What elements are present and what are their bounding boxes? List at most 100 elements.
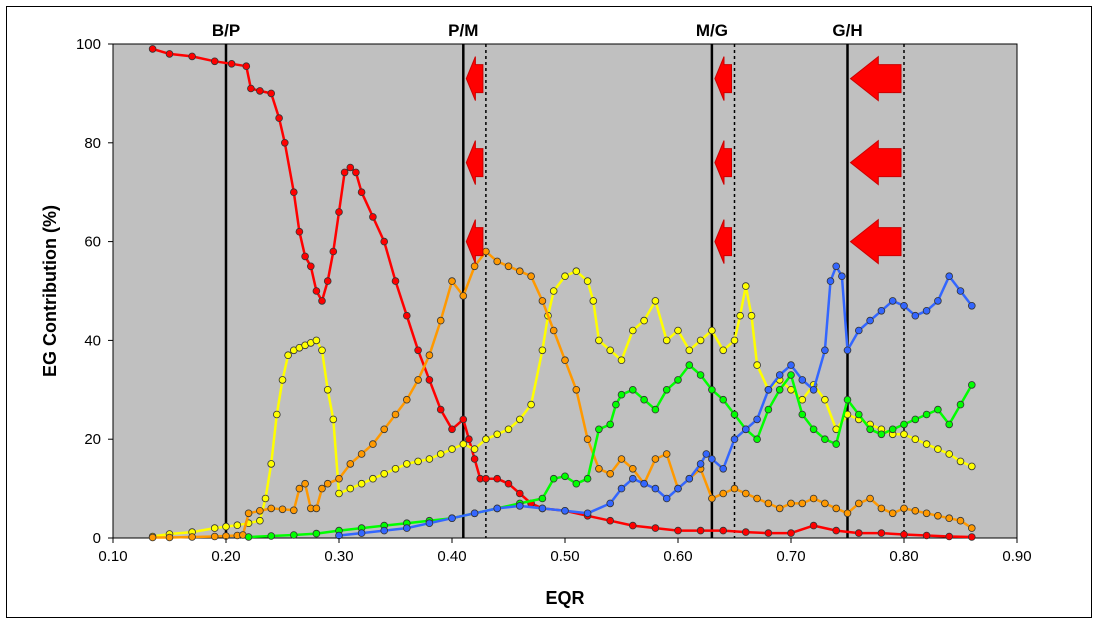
data-point: [764, 499, 773, 508]
data-point: [911, 506, 920, 515]
y-tick-label: 80: [84, 135, 101, 152]
data-point: [312, 287, 321, 295]
data-point: [527, 272, 535, 281]
x-tick-label: 0.60: [663, 548, 692, 565]
data-point: [256, 516, 264, 525]
data-point: [719, 526, 727, 535]
left-arrow-icon: [714, 140, 732, 185]
data-point: [357, 188, 366, 197]
left-arrow-icon: [465, 140, 484, 185]
left-arrow-icon: [849, 55, 902, 102]
data-point: [967, 533, 976, 541]
data-point: [922, 509, 931, 518]
data-point: [595, 464, 603, 473]
boundary-lines: B/P P/M M/G G/H: [212, 21, 905, 538]
data-point: [900, 430, 908, 439]
data-point: [685, 361, 694, 369]
data-point: [888, 297, 897, 305]
data-point: [515, 415, 524, 424]
data-point: [284, 351, 292, 360]
data-point: [549, 287, 558, 295]
data-point: [922, 531, 931, 540]
data-point: [504, 479, 513, 488]
data-point: [809, 521, 818, 530]
x-tick-label: 0.50: [550, 548, 579, 565]
data-point: [956, 400, 965, 409]
data-point: [787, 529, 795, 537]
data-point: [346, 460, 355, 468]
data-point: [651, 405, 660, 414]
data-point: [572, 385, 581, 394]
data-point: [148, 533, 157, 542]
data-point: [414, 457, 422, 466]
data-point: [280, 139, 289, 147]
data-point: [866, 494, 874, 503]
arrow-group: [465, 55, 902, 265]
data-point: [612, 400, 620, 409]
data-point: [662, 385, 671, 394]
y-tick-label: 100: [76, 36, 101, 53]
data-point: [256, 506, 264, 515]
data-point: [459, 292, 468, 300]
data-point: [753, 361, 761, 369]
data-point: [335, 531, 343, 540]
data-point: [945, 532, 953, 541]
data-point: [448, 277, 456, 285]
data-point: [538, 504, 547, 513]
data-point: [821, 435, 829, 444]
data-point: [272, 410, 281, 419]
data-point: [741, 528, 750, 536]
data-point: [866, 316, 874, 325]
data-point: [832, 262, 840, 271]
data-point: [753, 415, 761, 424]
data-point: [764, 529, 773, 537]
data-point: [244, 533, 253, 541]
data-point: [465, 435, 473, 444]
data-point: [188, 533, 196, 541]
data-point: [651, 455, 660, 463]
data-point: [702, 450, 711, 458]
data-point: [470, 262, 479, 271]
data-point: [470, 509, 479, 518]
data-point: [719, 395, 727, 404]
data-point: [832, 526, 840, 535]
data-point: [708, 326, 716, 335]
data-point: [719, 489, 727, 498]
data-point: [934, 511, 942, 520]
data-point: [323, 479, 332, 488]
data-point: [708, 455, 716, 463]
data-point: [617, 484, 626, 493]
data-point: [515, 502, 524, 510]
data-point: [911, 311, 920, 320]
data-point: [628, 385, 637, 394]
data-point: [956, 287, 965, 295]
data-point: [967, 381, 976, 389]
data-point: [448, 425, 456, 434]
left-arrow-icon: [714, 219, 732, 264]
data-point: [278, 376, 287, 384]
data-point: [843, 509, 852, 518]
data-point: [329, 415, 338, 424]
data-point: [798, 376, 807, 384]
data-point: [821, 346, 829, 355]
data-point: [945, 420, 953, 429]
data-point: [459, 415, 468, 424]
data-point: [662, 494, 671, 503]
data-point: [832, 504, 840, 513]
data-point: [900, 504, 908, 513]
data-point: [301, 479, 309, 488]
data-point: [414, 346, 422, 355]
data-point: [295, 484, 304, 493]
data-point: [747, 311, 756, 320]
data-point: [922, 306, 931, 315]
data-point: [674, 326, 682, 335]
data-point: [753, 494, 761, 503]
data-point: [312, 504, 321, 513]
data-point: [222, 522, 230, 531]
data-point: [340, 168, 349, 177]
data-point: [821, 395, 829, 404]
data-point: [741, 425, 750, 434]
data-point: [482, 474, 490, 483]
data-point: [165, 533, 174, 542]
data-point: [741, 282, 750, 290]
